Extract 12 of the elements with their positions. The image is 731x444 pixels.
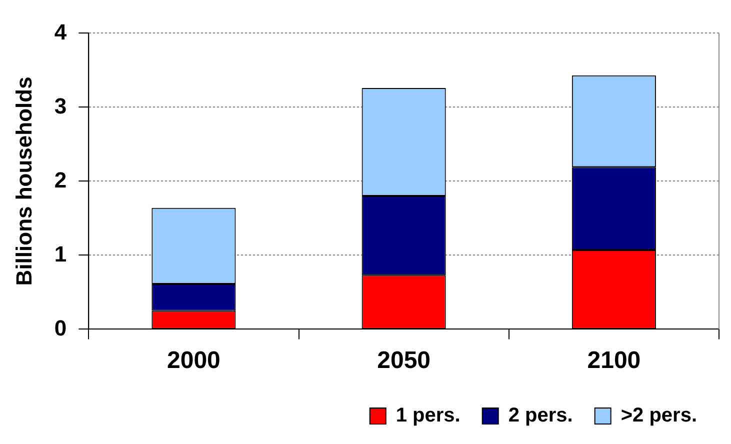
y-tick-label: 2 — [54, 167, 67, 192]
x-tick-label: 2050 — [377, 347, 431, 374]
y-tick-label: 4 — [54, 19, 68, 44]
legend-label: >2 pers. — [620, 404, 698, 427]
y-tick-label: 3 — [54, 93, 67, 118]
legend-label: 1 pers. — [396, 404, 460, 427]
x-tick-label: 2100 — [587, 347, 641, 374]
y-axis-title: Billions households — [11, 76, 36, 286]
y-tick-label: 0 — [54, 315, 67, 340]
y-tick-label: 1 — [54, 241, 67, 266]
x-tick-label: 2000 — [167, 347, 220, 374]
legend-label: 2 pers. — [508, 404, 573, 427]
